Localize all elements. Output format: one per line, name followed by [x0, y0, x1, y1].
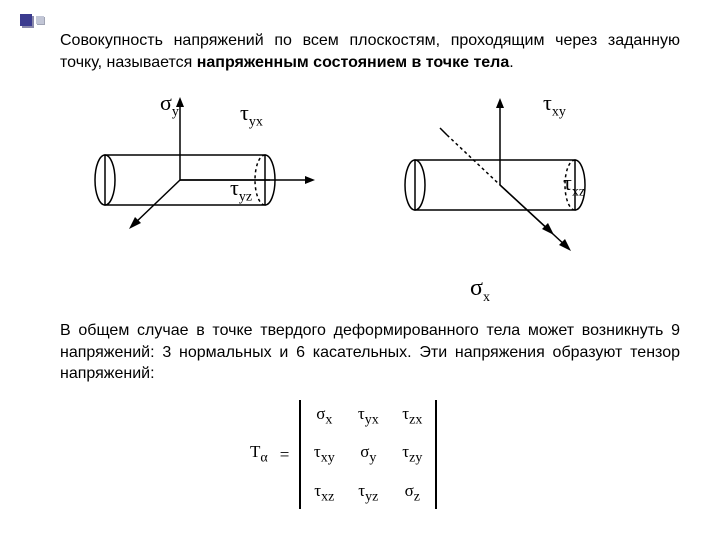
- tensor-cell-1-2: τzy: [399, 442, 425, 466]
- paragraph-1: Совокупность напряжений по всем плоскост…: [60, 30, 680, 73]
- tensor-cell-2-1: τyz: [355, 481, 381, 505]
- slide-bullet-small: [36, 16, 44, 24]
- label-sigma-y: σy: [160, 90, 179, 120]
- tensor-equals: =: [280, 445, 290, 465]
- tensor-T: Tα: [250, 442, 268, 466]
- tensor-bracket-right: [435, 400, 437, 509]
- tau-xy-sym: τ: [543, 90, 552, 115]
- tensor-T-sub: α: [260, 451, 267, 466]
- diagram-left: [85, 95, 325, 255]
- label-tau-xy: τxy: [543, 90, 566, 120]
- label-tau-xz: τxz: [563, 170, 585, 200]
- diagram-right: [395, 95, 655, 305]
- tensor-cell-1-0: τxy: [311, 442, 337, 466]
- slide-bullet-large: [20, 14, 32, 26]
- label-tau-yz: τyz: [230, 175, 252, 205]
- label-tau-yx: τyx: [240, 100, 263, 130]
- tensor-bracket-left: [299, 400, 301, 509]
- tensor-cell-0-2: τzx: [399, 404, 425, 428]
- tau-yz-sym: τ: [230, 175, 239, 200]
- tau-xy-sub: xy: [552, 104, 566, 119]
- sigma-y-sym: σ: [160, 90, 172, 115]
- tau-xz-sym: τ: [563, 170, 572, 195]
- tau-yx-sym: τ: [240, 100, 249, 125]
- paragraph-2: В общем случае в точке твердого деформир…: [60, 320, 680, 385]
- para1-tail: .: [509, 54, 513, 71]
- label-sigma-x: σx: [470, 275, 490, 306]
- tau-yx-sub: yx: [249, 114, 263, 129]
- tensor-cell-2-2: σz: [399, 481, 425, 505]
- tensor-cell-0-1: τyx: [355, 404, 381, 428]
- tensor-grid: σxτyxτzx τxyσyτzy τxzτyzσz: [305, 400, 431, 509]
- sigma-y-sub: y: [172, 104, 179, 119]
- sigma-x-sym: σ: [470, 275, 483, 301]
- para2-text: В общем случае в точке твердого деформир…: [60, 322, 680, 382]
- tau-xz-sub: xz: [572, 184, 585, 199]
- tau-yz-sub: yz: [239, 189, 252, 204]
- sigma-x-sub: x: [483, 290, 490, 305]
- tensor-equation: Tα = σxτyxτzx τxyσyτzy τxzτyzσz: [250, 400, 441, 509]
- tensor-cell-0-0: σx: [311, 404, 337, 428]
- tensor-cell-1-1: σy: [355, 442, 381, 466]
- tensor-cell-2-0: τxz: [311, 481, 337, 505]
- para1-bold: напряженным состоянием в точке тела: [197, 54, 510, 71]
- tensor-T-sym: T: [250, 442, 260, 461]
